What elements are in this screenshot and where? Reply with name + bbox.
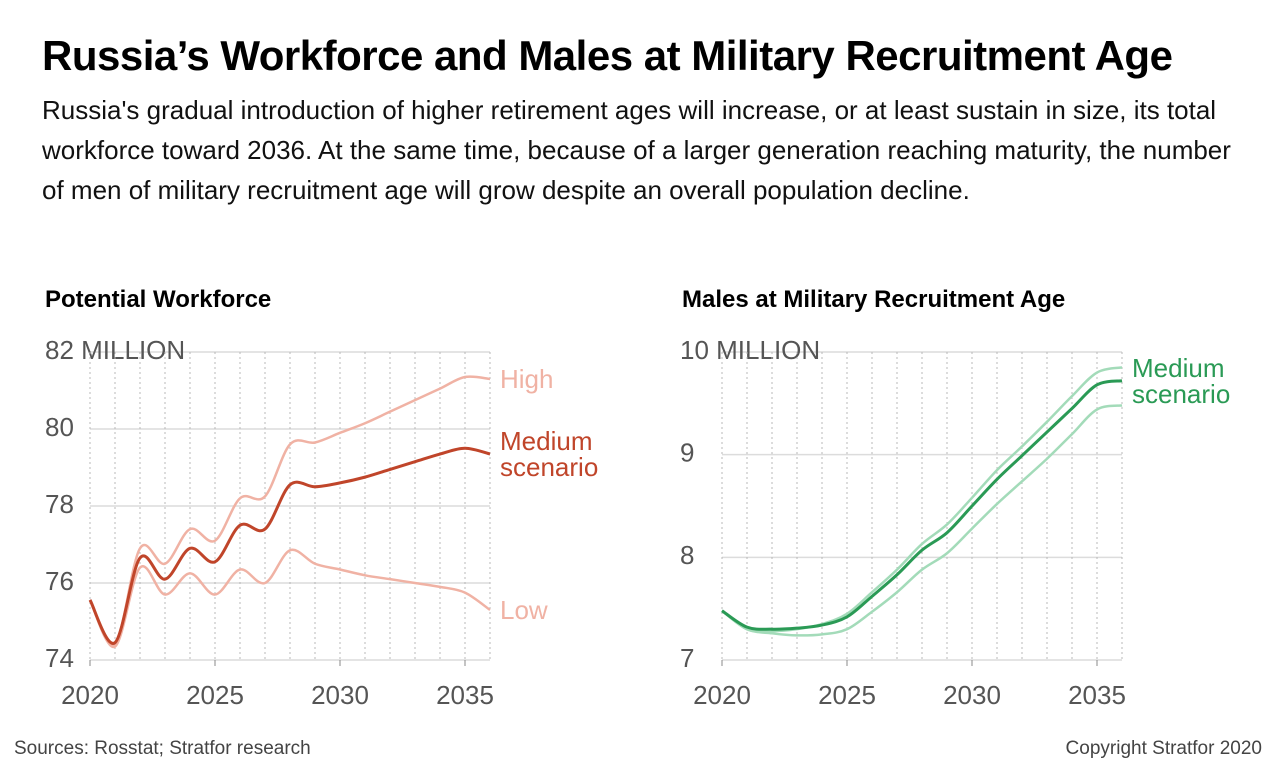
x-tick-label: 2025 — [186, 680, 244, 710]
series-line — [88, 446, 491, 645]
x-tick-label: 2030 — [943, 680, 1001, 710]
x-tick-label: 2025 — [818, 680, 876, 710]
y-tick-label: 10 MILLION — [680, 335, 820, 365]
chart-title: Potential Workforce — [45, 286, 272, 313]
y-tick-label: 8 — [680, 540, 694, 570]
series-label: High — [500, 363, 554, 394]
series-label: Medium scenario — [1132, 352, 1231, 409]
series-line — [88, 548, 491, 648]
series-label: Medium scenario — [500, 426, 599, 483]
page-title: Russia’s Workforce and Males at Military… — [42, 32, 1173, 79]
y-tick-label: 80 — [45, 412, 74, 442]
y-tick-label: 74 — [45, 643, 74, 673]
series-line — [721, 379, 1123, 631]
y-tick-label: 82 MILLION — [45, 335, 185, 365]
page-subtitle: Russia's gradual introduction of higher … — [42, 95, 1231, 205]
x-tick-label: 2035 — [1068, 680, 1126, 710]
x-tick-label: 2020 — [693, 680, 751, 710]
x-tick-label: 2035 — [436, 680, 494, 710]
x-tick-label: 2020 — [61, 680, 119, 710]
sources: Sources: Rosstat; Stratfor research — [14, 738, 311, 759]
series-line — [88, 375, 491, 647]
x-tick-label: 2030 — [311, 680, 369, 710]
series-line — [721, 404, 1123, 637]
y-tick-label: 78 — [45, 489, 74, 519]
y-tick-label: 76 — [45, 566, 74, 596]
copyright: Copyright Stratfor 2020 — [1065, 738, 1262, 759]
y-tick-label: 7 — [680, 643, 694, 673]
series-label: Low — [500, 594, 548, 625]
y-tick-label: 9 — [680, 438, 694, 468]
chart-title: Males at Military Recruitment Age — [682, 286, 1066, 313]
